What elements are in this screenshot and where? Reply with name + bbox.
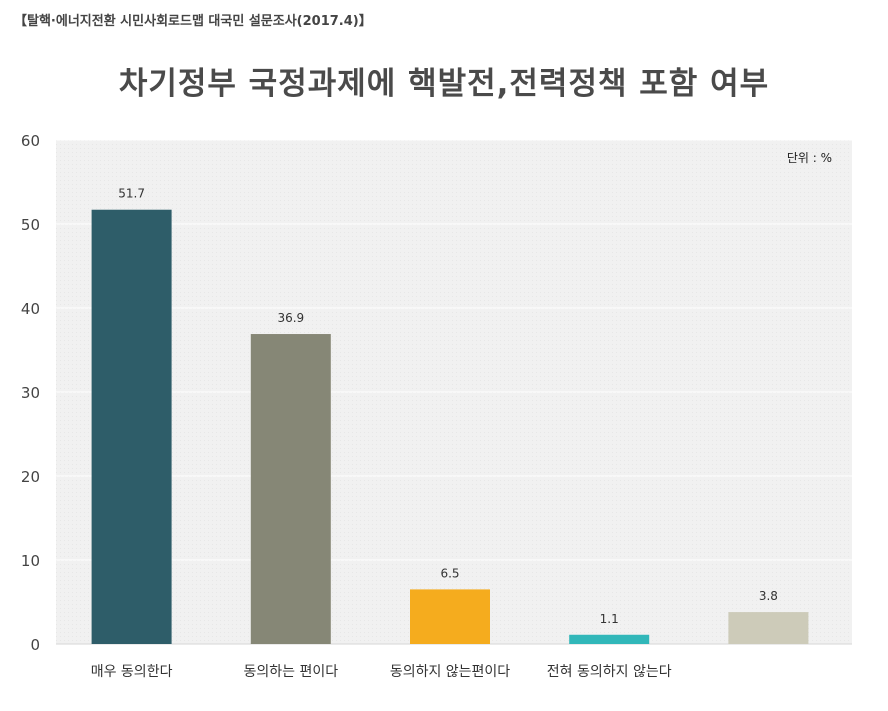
data-label: 3.8	[759, 589, 778, 603]
y-tick-label: 0	[30, 636, 40, 654]
y-tick-label: 30	[21, 384, 40, 402]
chart-title: 차기정부 국정과제에 핵발전,전력정책 포함 여부	[118, 66, 770, 102]
bars: 51.7 36.9 6.5 1.1 3.8	[91, 187, 809, 644]
y-tick-label: 60	[21, 132, 40, 150]
data-label: 1.1	[600, 612, 619, 626]
x-axis: 매우 동의한다 동의하는 편이다 동의하지 않는편이다 전혀 동의하지 않는다	[91, 664, 672, 680]
x-category-label: 동의하는 편이다	[243, 664, 338, 680]
y-tick-label: 10	[21, 552, 40, 570]
x-category-label: 동의하지 않는편이다	[390, 664, 510, 680]
source-note: 【탈핵·에너지전환 시민사회로드맵 대국민 설문조사(2017.4)】	[14, 14, 372, 29]
data-label: 51.7	[118, 187, 145, 201]
bar	[569, 634, 650, 644]
bar	[728, 612, 809, 644]
data-label: 36.9	[277, 311, 304, 325]
x-category-label: 전혀 동의하지 않는다	[547, 664, 672, 680]
bar	[250, 334, 331, 644]
y-axis: 0 10 20 30 40 50 60	[21, 132, 40, 654]
x-category-label: 매우 동의한다	[91, 664, 173, 680]
bar	[91, 209, 172, 644]
gridlines	[56, 139, 852, 645]
y-tick-label: 40	[21, 300, 40, 318]
unit-label: 단위 : %	[787, 151, 832, 165]
y-tick-label: 20	[21, 468, 40, 486]
y-tick-label: 50	[21, 216, 40, 234]
data-label: 6.5	[440, 566, 459, 580]
bar	[410, 589, 490, 644]
